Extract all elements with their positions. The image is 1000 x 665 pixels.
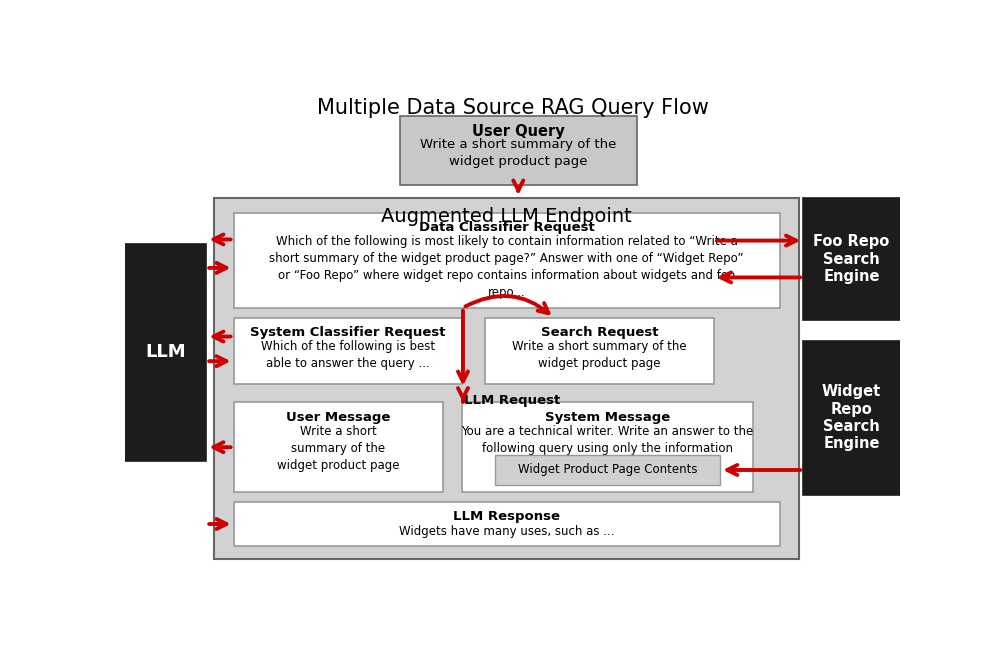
Text: Search Request: Search Request xyxy=(541,326,658,339)
Text: Widgets have many uses, such as ...: Widgets have many uses, such as ... xyxy=(399,525,614,538)
FancyBboxPatch shape xyxy=(234,318,462,384)
Text: Write a short
summary of the
widget product page: Write a short summary of the widget prod… xyxy=(277,425,399,472)
Text: Which of the following is most likely to contain information related to “Write a: Which of the following is most likely to… xyxy=(269,235,744,299)
Text: Augmented LLM Endpoint: Augmented LLM Endpoint xyxy=(381,207,632,226)
Text: Widget
Repo
Search
Engine: Widget Repo Search Engine xyxy=(822,384,881,452)
FancyBboxPatch shape xyxy=(462,402,753,492)
Text: Write a short summary of the
widget product page: Write a short summary of the widget prod… xyxy=(420,138,616,168)
FancyBboxPatch shape xyxy=(495,455,720,485)
FancyBboxPatch shape xyxy=(234,402,443,492)
Text: System Message: System Message xyxy=(545,410,670,424)
FancyBboxPatch shape xyxy=(485,318,714,384)
Text: Data Classifier Request: Data Classifier Request xyxy=(419,221,595,234)
FancyBboxPatch shape xyxy=(125,243,206,462)
Text: LLM: LLM xyxy=(145,343,186,362)
FancyBboxPatch shape xyxy=(234,213,780,308)
Text: Which of the following is best
able to answer the query ...: Which of the following is best able to a… xyxy=(261,340,435,370)
FancyBboxPatch shape xyxy=(400,116,637,185)
FancyBboxPatch shape xyxy=(803,198,900,321)
Text: Widget Product Page Contents: Widget Product Page Contents xyxy=(518,464,698,477)
FancyBboxPatch shape xyxy=(803,341,900,495)
Text: User Query: User Query xyxy=(472,124,565,139)
FancyBboxPatch shape xyxy=(214,198,799,559)
Text: Foo Repo
Search
Engine: Foo Repo Search Engine xyxy=(813,234,890,284)
Text: User Message: User Message xyxy=(286,410,390,424)
FancyBboxPatch shape xyxy=(234,502,780,546)
Text: LLM Request: LLM Request xyxy=(464,394,561,407)
Text: You are a technical writer. Write an answer to the
following query using only th: You are a technical writer. Write an ans… xyxy=(461,425,754,472)
Text: Write a short summary of the
widget product page: Write a short summary of the widget prod… xyxy=(512,340,687,370)
Text: System Classifier Request: System Classifier Request xyxy=(250,326,446,339)
Text: Multiple Data Source RAG Query Flow: Multiple Data Source RAG Query Flow xyxy=(317,98,708,118)
Text: LLM Response: LLM Response xyxy=(453,511,560,523)
